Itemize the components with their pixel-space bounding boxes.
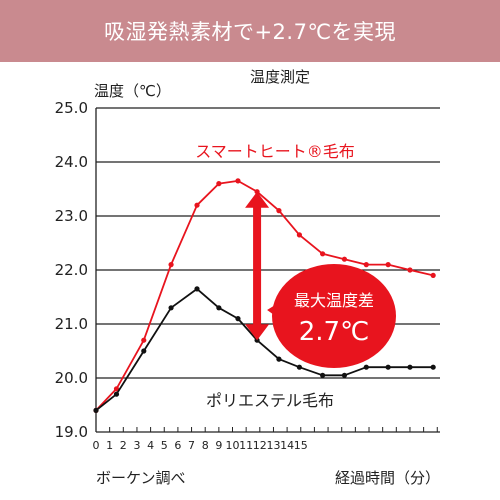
x-tick-label: 10 [226,439,240,452]
data-point [296,232,302,238]
y-tick-label: 23.0 [55,207,88,225]
x-tick-label: 8 [202,439,209,452]
x-tick-label: 4 [147,439,154,452]
y-tick-label: 20.0 [55,369,88,387]
data-point [235,316,241,322]
x-tick-label: 11 [239,439,253,452]
data-point [194,286,200,292]
data-point [113,386,120,392]
x-tick-label: 2 [120,439,127,452]
series-label-smartheat: スマートヒート®毛布 [195,142,355,161]
data-point [194,202,200,208]
y-tick-label: 21.0 [55,315,88,333]
data-point [385,364,391,370]
y-tick-label: 24.0 [55,153,88,171]
x-tick-label: 15 [294,439,308,452]
data-point [320,251,326,257]
data-point [407,267,413,273]
diff-label-line2: 2.7℃ [299,317,370,347]
data-point [141,348,147,354]
headline-text: 吸湿発熱素材で+2.7℃を実現 [103,20,397,44]
data-point [341,372,348,378]
data-point [296,364,302,370]
diff-label-line1: 最大温度差 [294,291,374,310]
data-point [385,262,391,268]
data-point [113,391,120,397]
headline-banner: 吸湿発熱素材で+2.7℃を実現 [0,0,500,62]
source-note: ボーケン調べ [96,469,186,487]
data-point [168,305,174,311]
series-line-0 [95,179,434,412]
x-tick-label: 13 [266,439,280,452]
diff-bubble [272,264,396,368]
data-point [216,305,222,311]
data-point [430,272,436,278]
x-tick-label: 1 [106,439,113,452]
diff-arrow-head-bottom [245,324,270,341]
data-point [341,256,348,262]
x-tick-label: 7 [188,439,195,452]
x-tick-label: 5 [161,439,168,452]
diff-arrow-head-top [245,191,270,208]
x-tick-label: 12 [253,439,267,452]
data-point [430,364,436,370]
data-point [276,208,282,214]
data-point [235,178,241,184]
data-point [141,337,147,343]
data-point [93,407,99,413]
data-point [407,364,413,370]
series-label-polyester: ポリエステル毛布 [206,391,334,410]
y-tick-label: 22.0 [55,261,88,279]
x-axis-label: 経過時間（分） [335,469,440,487]
y-tick-label: 19.0 [55,423,88,441]
y-axis-label: 温度（℃） [94,82,171,100]
x-tick-label: 9 [215,439,222,452]
data-point [168,262,174,268]
diff-bubble-tail [267,302,284,322]
x-tick-label: 14 [280,439,294,452]
data-point [363,262,369,268]
data-point [276,356,282,362]
x-tick-label: 6 [174,439,181,452]
series-line-1 [95,287,434,412]
data-point [216,181,222,187]
chart-title: 温度測定 [250,68,310,86]
y-tick-label: 25.0 [55,99,88,117]
data-point [254,189,260,195]
data-point [320,372,326,378]
diff-arrow-shaft [253,205,262,327]
data-point [363,364,369,370]
x-tick-label: 0 [93,439,100,452]
x-tick-label: 3 [133,439,140,452]
